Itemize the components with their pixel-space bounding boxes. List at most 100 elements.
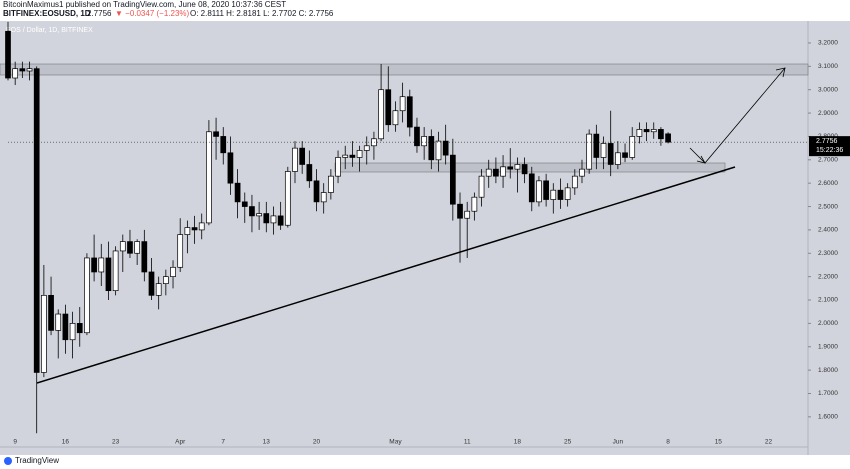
candle-body bbox=[184, 227, 191, 235]
candle-body bbox=[328, 175, 334, 193]
candle-body bbox=[55, 313, 62, 331]
candle-body bbox=[12, 68, 19, 79]
x-tick-label: 25 bbox=[564, 439, 572, 446]
y-tick-label: 1.7000 bbox=[818, 390, 838, 397]
x-tick-label: 15 bbox=[715, 439, 723, 446]
candle-body bbox=[256, 213, 262, 217]
logo bbox=[4, 457, 12, 465]
candle-body bbox=[607, 143, 614, 165]
candle-body bbox=[249, 206, 255, 217]
candle-body bbox=[478, 175, 485, 198]
candle-body bbox=[643, 129, 650, 133]
footer: TradingView bbox=[4, 456, 59, 465]
x-tick-label: 13 bbox=[263, 439, 271, 446]
candle-body bbox=[119, 241, 126, 252]
candle-body bbox=[263, 213, 270, 224]
candle-body bbox=[48, 294, 54, 331]
candle-body bbox=[464, 210, 471, 219]
candle-body bbox=[342, 154, 349, 158]
candle-body bbox=[442, 140, 449, 156]
candle-body bbox=[615, 152, 621, 165]
candle-body bbox=[270, 215, 277, 224]
y-tick-label: 2.1000 bbox=[818, 297, 838, 304]
candle-body bbox=[356, 150, 363, 158]
candle-body bbox=[650, 129, 657, 133]
candle-body bbox=[536, 180, 542, 203]
candle-body bbox=[155, 283, 162, 296]
candle-body bbox=[658, 129, 664, 140]
candle-body bbox=[636, 129, 643, 137]
time-axis: 9 16 23 Apr 7 13 20 May 11 18 25 Jun 8 15 22 bbox=[13, 439, 772, 446]
candle-body bbox=[206, 131, 212, 224]
y-tick-label: 3.2000 bbox=[818, 40, 838, 47]
candle-body bbox=[241, 201, 248, 207]
candle-body bbox=[5, 30, 11, 79]
candle-body bbox=[127, 241, 133, 254]
support-zone bbox=[334, 162, 726, 173]
candle-body bbox=[507, 166, 514, 170]
candle-body bbox=[521, 164, 528, 175]
author-line: BitcoinMaximus1 published on TradingView… bbox=[3, 0, 286, 9]
candle-body bbox=[564, 187, 571, 200]
candle-body bbox=[112, 250, 119, 292]
candle-body bbox=[500, 166, 506, 177]
y-tick-label: 2.6000 bbox=[818, 180, 838, 187]
last-price-tag bbox=[809, 136, 850, 157]
candle-body bbox=[593, 133, 600, 158]
candle-body bbox=[629, 136, 636, 158]
candle-body bbox=[550, 189, 557, 200]
plot-background bbox=[0, 21, 850, 455]
candle-body bbox=[392, 110, 399, 126]
candle-body bbox=[306, 164, 313, 182]
candle-body bbox=[471, 196, 478, 212]
candle-body bbox=[622, 152, 628, 158]
candle-body bbox=[428, 136, 435, 161]
candle-body bbox=[579, 168, 585, 177]
y-tick-label: 2.9000 bbox=[818, 110, 838, 117]
y-tick-label: 2.4000 bbox=[818, 227, 838, 234]
x-tick-label: Apr bbox=[175, 439, 186, 446]
candle-body bbox=[220, 136, 227, 154]
candle-body bbox=[335, 157, 341, 177]
candle-body bbox=[514, 164, 521, 170]
candle-body bbox=[19, 68, 26, 72]
candle-body bbox=[148, 271, 155, 296]
candle-body bbox=[69, 323, 76, 341]
symbol: BITFINEX:EOSUSD, 1D bbox=[3, 9, 91, 18]
candle-body bbox=[134, 241, 140, 254]
candle-body bbox=[435, 140, 442, 161]
x-tick-label: Jun bbox=[613, 439, 624, 446]
candle-body bbox=[600, 143, 607, 158]
last: 2.7756 bbox=[87, 9, 112, 18]
candle-body bbox=[414, 126, 420, 147]
candle-body bbox=[141, 241, 148, 273]
candle-body bbox=[449, 154, 456, 205]
arrow-head bbox=[775, 67, 786, 78]
candle-body bbox=[543, 180, 549, 200]
y-tick-label: 2.3000 bbox=[818, 250, 838, 257]
x-tick-label: 22 bbox=[765, 439, 773, 446]
candle-body bbox=[62, 313, 69, 341]
x-tick-label: 8 bbox=[666, 439, 670, 446]
y-tick-label: 3.0000 bbox=[818, 86, 838, 93]
candles bbox=[5, 21, 671, 434]
candle-body bbox=[586, 133, 593, 170]
candle-body bbox=[385, 89, 392, 126]
y-tick-label: 2.0000 bbox=[818, 320, 838, 327]
candle-body bbox=[191, 227, 198, 231]
candle-body bbox=[299, 147, 306, 165]
y-tick-label: 1.9000 bbox=[818, 343, 838, 350]
countdown-label: 15:22:36 bbox=[816, 147, 843, 154]
candle-body bbox=[371, 138, 377, 147]
y-tick-label: 2.5000 bbox=[818, 203, 838, 210]
y-tick-label: 2.7000 bbox=[818, 157, 838, 164]
candle-body bbox=[33, 68, 40, 373]
candle-body bbox=[378, 89, 384, 140]
y-tick-label: 1.8000 bbox=[818, 367, 838, 374]
candle-body bbox=[363, 145, 370, 151]
x-tick-label: 11 bbox=[464, 439, 471, 446]
candle-body bbox=[105, 257, 112, 292]
candle-body bbox=[227, 152, 234, 184]
candle-body bbox=[91, 257, 97, 273]
candle-body bbox=[571, 175, 578, 189]
